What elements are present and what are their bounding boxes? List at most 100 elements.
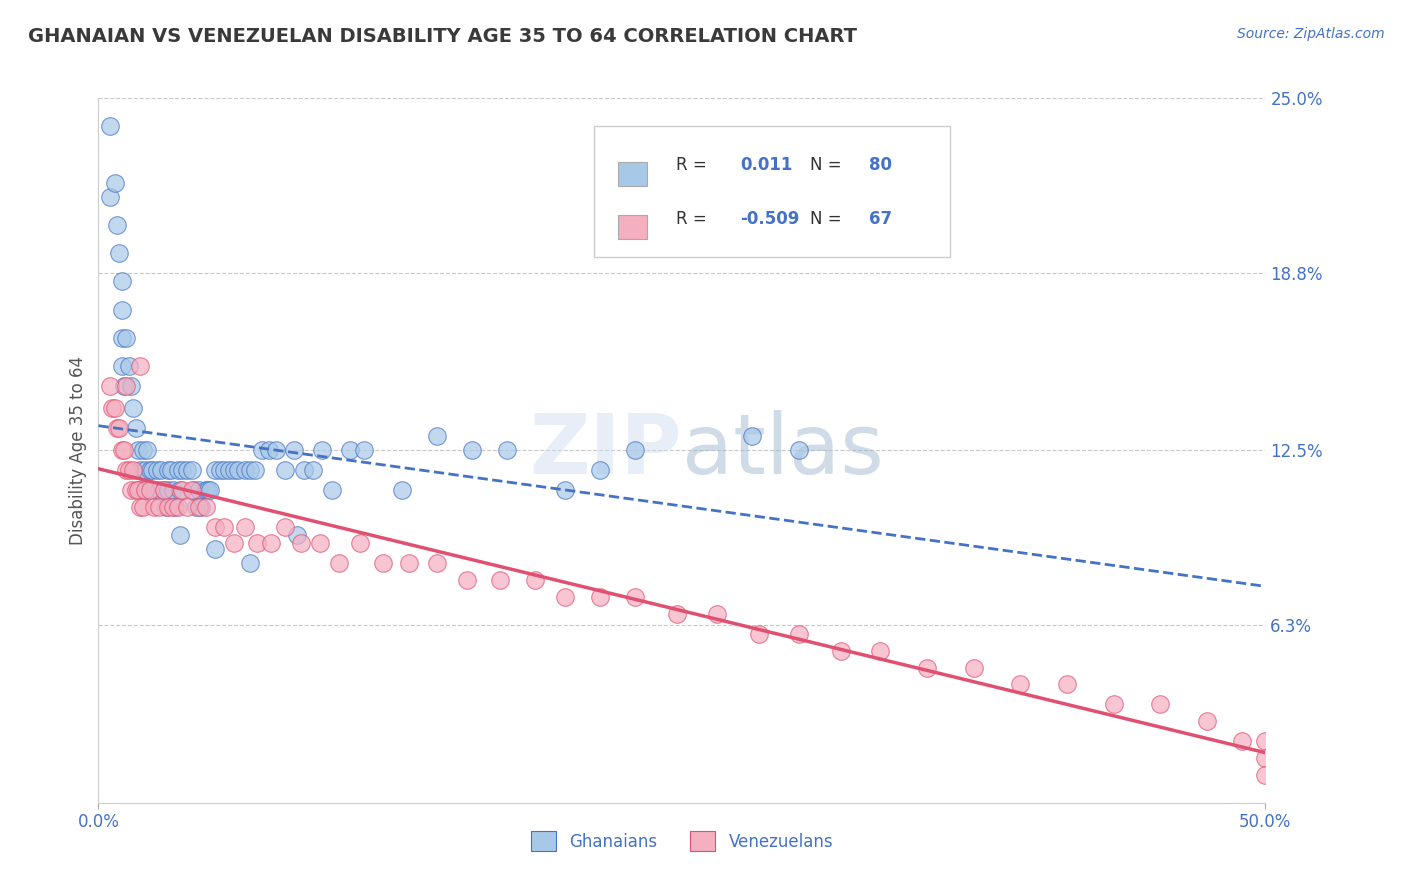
Point bbox=[787, 443, 810, 458]
Point bbox=[111, 302, 134, 317]
Point bbox=[129, 463, 152, 477]
Point bbox=[197, 483, 219, 497]
Point bbox=[264, 443, 287, 458]
Point bbox=[1254, 733, 1277, 747]
Point bbox=[292, 463, 315, 477]
FancyBboxPatch shape bbox=[617, 215, 647, 239]
Point bbox=[118, 463, 141, 477]
Point bbox=[125, 483, 148, 497]
Point bbox=[830, 643, 852, 657]
Point bbox=[129, 483, 152, 497]
Point bbox=[1149, 697, 1171, 711]
Point bbox=[143, 483, 166, 497]
Point bbox=[523, 573, 546, 587]
Point bbox=[141, 463, 163, 477]
Point bbox=[748, 626, 770, 640]
Point bbox=[194, 500, 217, 514]
Point bbox=[339, 443, 361, 458]
Text: N =: N = bbox=[810, 211, 842, 228]
Point bbox=[426, 556, 449, 570]
Text: 67: 67 bbox=[869, 211, 891, 228]
Point bbox=[112, 378, 135, 392]
Point bbox=[274, 519, 297, 533]
Point bbox=[108, 421, 131, 435]
Point bbox=[624, 443, 647, 458]
Point bbox=[250, 443, 273, 458]
Point bbox=[155, 500, 177, 514]
Point bbox=[122, 463, 145, 477]
Point bbox=[132, 500, 155, 514]
Point bbox=[239, 556, 262, 570]
Text: 80: 80 bbox=[869, 156, 891, 174]
Point bbox=[159, 463, 181, 477]
Point bbox=[134, 463, 156, 477]
Point bbox=[152, 483, 174, 497]
Point bbox=[122, 401, 145, 416]
Point bbox=[666, 607, 689, 621]
Point bbox=[169, 528, 191, 542]
Point bbox=[139, 463, 162, 477]
Point bbox=[129, 500, 152, 514]
Point bbox=[120, 378, 142, 392]
Point bbox=[228, 463, 250, 477]
Point bbox=[489, 573, 512, 587]
Point bbox=[239, 463, 262, 477]
Point bbox=[139, 483, 162, 497]
Point bbox=[257, 443, 280, 458]
Point bbox=[302, 463, 325, 477]
Point bbox=[222, 463, 245, 477]
FancyBboxPatch shape bbox=[617, 162, 647, 186]
Point bbox=[260, 536, 283, 550]
Point bbox=[157, 463, 180, 477]
Point bbox=[1102, 697, 1125, 711]
Point bbox=[129, 359, 152, 373]
Point bbox=[112, 443, 135, 458]
Point bbox=[706, 607, 728, 621]
Point bbox=[134, 483, 156, 497]
Text: -0.509: -0.509 bbox=[741, 211, 800, 228]
Point bbox=[118, 359, 141, 373]
Point bbox=[132, 443, 155, 458]
Point bbox=[589, 590, 612, 604]
Point bbox=[1230, 733, 1253, 747]
Point bbox=[741, 429, 763, 443]
Point bbox=[187, 483, 209, 497]
Point bbox=[915, 660, 938, 674]
Point bbox=[554, 483, 576, 497]
Point bbox=[353, 443, 375, 458]
Point bbox=[456, 573, 478, 587]
Point bbox=[104, 176, 127, 190]
Point bbox=[176, 463, 198, 477]
Point bbox=[398, 556, 420, 570]
Point bbox=[172, 463, 194, 477]
Point bbox=[152, 483, 174, 497]
Point bbox=[101, 401, 124, 416]
Text: GHANAIAN VS VENEZUELAN DISABILITY AGE 35 TO 64 CORRELATION CHART: GHANAIAN VS VENEZUELAN DISABILITY AGE 35… bbox=[28, 27, 858, 45]
Point bbox=[150, 463, 173, 477]
Point bbox=[186, 500, 208, 514]
Point bbox=[274, 463, 297, 477]
Point bbox=[309, 536, 332, 550]
Point bbox=[146, 463, 169, 477]
Point bbox=[111, 359, 134, 373]
Legend: Ghanaians, Venezuelans: Ghanaians, Venezuelans bbox=[524, 824, 839, 858]
Point bbox=[285, 528, 308, 542]
Point bbox=[787, 626, 810, 640]
Point bbox=[111, 443, 134, 458]
Point bbox=[328, 556, 350, 570]
Point bbox=[290, 536, 312, 550]
Point bbox=[1056, 677, 1078, 691]
Point bbox=[624, 590, 647, 604]
Point bbox=[869, 643, 891, 657]
Y-axis label: Disability Age 35 to 64: Disability Age 35 to 64 bbox=[69, 356, 87, 545]
Point bbox=[104, 401, 127, 416]
Point bbox=[187, 500, 209, 514]
Point bbox=[105, 218, 128, 232]
Point bbox=[180, 463, 202, 477]
Point bbox=[243, 463, 266, 477]
Point bbox=[204, 519, 226, 533]
Point bbox=[208, 463, 231, 477]
Point bbox=[190, 500, 212, 514]
Point bbox=[962, 660, 984, 674]
Point bbox=[169, 483, 191, 497]
